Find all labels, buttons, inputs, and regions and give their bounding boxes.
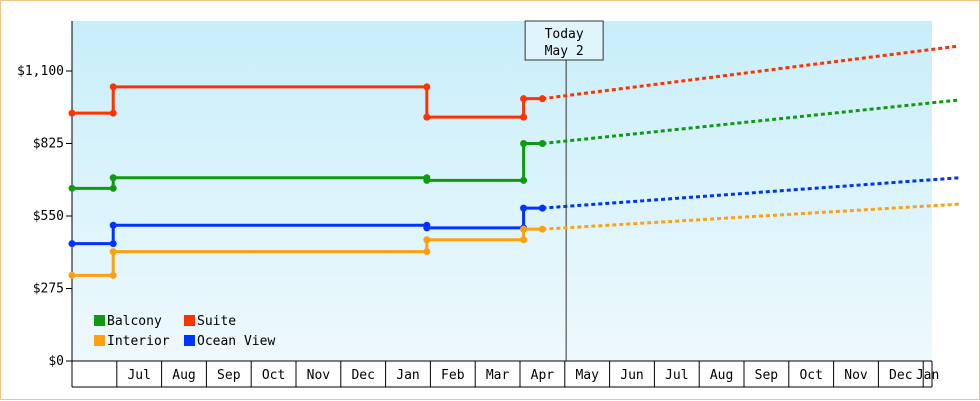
x-tick-label: Aug — [172, 368, 195, 383]
x-tick-label: May — [575, 368, 599, 383]
legend-label: Interior — [107, 334, 170, 349]
data-point — [423, 113, 431, 121]
x-tick-label: Jul — [665, 368, 688, 383]
data-point — [109, 271, 117, 279]
x-tick-label: Aug — [710, 368, 733, 383]
data-point — [68, 109, 76, 117]
x-tick-label: Nov — [307, 368, 331, 383]
legend: Balcony Suite Interior Ocean View — [94, 314, 275, 349]
y-tick-label: $0 — [48, 354, 64, 369]
x-tick-label: Sep — [217, 368, 241, 383]
data-point — [520, 204, 528, 212]
data-point — [520, 225, 528, 233]
y-tick-label: $1,100 — [17, 64, 64, 79]
data-point — [109, 109, 117, 117]
today-date: May 2 — [545, 44, 584, 59]
x-tick-label: Oct — [799, 368, 822, 383]
data-point — [109, 248, 117, 256]
legend-label: Ocean View — [197, 334, 275, 349]
data-point — [520, 113, 528, 121]
x-tick-label: Jun — [620, 368, 643, 383]
x-tick-label: Jul — [127, 368, 150, 383]
legend-swatch — [94, 335, 105, 346]
data-point — [520, 95, 528, 103]
data-point — [68, 184, 76, 192]
data-point — [109, 240, 117, 248]
data-point — [520, 140, 528, 147]
x-tick-label: Oct — [262, 368, 285, 383]
data-point — [520, 176, 528, 184]
y-tick-label: $275 — [33, 282, 64, 297]
today-marker: Today May 2 — [524, 20, 604, 361]
x-tick-label: Mar — [486, 368, 510, 383]
data-point — [423, 224, 431, 232]
data-point — [109, 184, 117, 192]
today-box — [524, 20, 604, 61]
data-point — [109, 174, 117, 182]
x-tick-label: Dec — [889, 368, 912, 383]
data-point — [68, 240, 76, 248]
x-tick-label: Jan — [916, 368, 939, 383]
x-tick-label: Feb — [441, 368, 465, 383]
legend-label: Suite — [197, 314, 236, 329]
today-label: Today — [545, 27, 584, 42]
data-point — [423, 176, 431, 184]
plot-background — [72, 21, 932, 361]
data-point — [423, 83, 431, 91]
data-point — [423, 248, 431, 256]
x-tick-label: Nov — [844, 368, 868, 383]
legend-swatch — [94, 315, 105, 326]
axes: $0 $275 $550 $825 $1,100 Jul Aug Sep Oct Nov Dec Ja… — [17, 21, 939, 388]
y-tick-label: $825 — [33, 137, 64, 152]
data-point — [109, 221, 117, 229]
legend-swatch — [184, 335, 195, 346]
y-tick-label: $550 — [33, 209, 64, 224]
x-tick-label: Jan — [396, 368, 419, 383]
data-point — [109, 83, 117, 91]
legend-label: Balcony — [107, 314, 162, 329]
x-tick-label: Sep — [755, 368, 779, 383]
x-tick-label: Apr — [531, 368, 555, 383]
series-lines — [68, 44, 960, 279]
data-point — [423, 236, 431, 244]
x-tick-label: Dec — [351, 368, 374, 383]
data-point — [68, 271, 76, 279]
data-point — [520, 236, 528, 244]
legend-swatch — [184, 315, 195, 326]
